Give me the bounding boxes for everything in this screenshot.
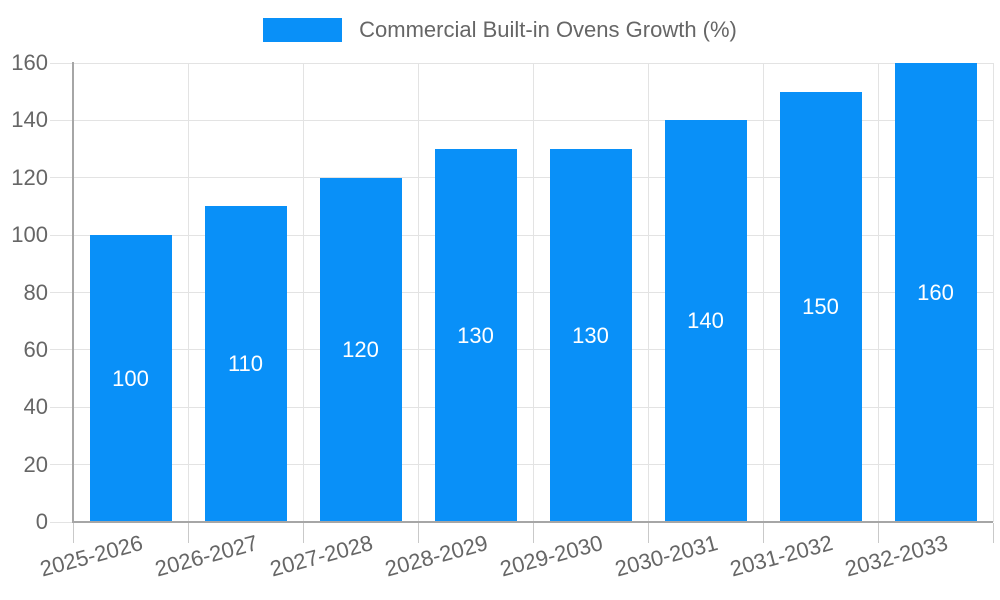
- y-gridline: [50, 234, 993, 236]
- x-gridline: [762, 63, 764, 522]
- x-category-label: 2028-2029: [382, 530, 491, 582]
- bar-value-label: 100: [112, 365, 149, 391]
- x-tick-mark: [417, 523, 419, 543]
- bar-value-label: 120: [342, 336, 379, 362]
- y-tick-label: 120: [11, 164, 48, 190]
- x-gridline: [417, 63, 419, 522]
- x-category-label: 2030-2031: [612, 530, 721, 582]
- y-tick-label: 160: [11, 50, 48, 75]
- y-tick-label: 100: [11, 222, 48, 248]
- x-tick-mark: [992, 523, 994, 543]
- y-tick-label: 60: [23, 336, 48, 362]
- legend-item[interactable]: Commercial Built-in Ovens Growth (%): [263, 17, 737, 43]
- y-tick-label: 0: [35, 509, 48, 534]
- bar-value-label: 160: [917, 279, 954, 305]
- x-gridline: [647, 63, 649, 522]
- x-gridline: [992, 63, 994, 522]
- bar[interactable]: [894, 63, 977, 522]
- bar-value-label: 130: [457, 322, 494, 348]
- y-tick-label: 140: [11, 107, 48, 133]
- legend: Commercial Built-in Ovens Growth (%): [0, 17, 1000, 43]
- x-category-label: 2027-2028: [267, 530, 376, 582]
- bar[interactable]: [664, 120, 747, 522]
- y-tick-label: 80: [23, 279, 48, 305]
- x-tick-mark: [302, 523, 304, 543]
- y-tick-label: 20: [23, 451, 48, 477]
- x-gridline: [877, 63, 879, 522]
- x-gridline: [302, 63, 304, 522]
- y-gridline: [50, 464, 993, 466]
- x-category-label: 2026-2027: [152, 530, 261, 582]
- x-tick-mark: [877, 523, 879, 543]
- x-gridline: [187, 63, 189, 522]
- y-gridline: [50, 349, 993, 351]
- bar-value-label: 110: [227, 351, 264, 377]
- bar[interactable]: [204, 206, 287, 522]
- legend-swatch-icon: [263, 18, 343, 42]
- x-tick-mark: [762, 523, 764, 543]
- x-tick-mark: [532, 523, 534, 543]
- y-gridline: [50, 177, 993, 179]
- x-category-label: 2031-2032: [727, 530, 836, 582]
- x-tick-mark: [647, 523, 649, 543]
- legend-label: Commercial Built-in Ovens Growth (%): [359, 17, 737, 42]
- y-tick-label: 40: [23, 394, 48, 420]
- bar[interactable]: [434, 149, 517, 522]
- x-category-label: 2029-2030: [497, 530, 606, 582]
- x-tick-mark: [187, 523, 189, 543]
- x-category-label: 2025-2026: [37, 530, 146, 582]
- y-gridline: [50, 292, 993, 293]
- y-gridline: [50, 62, 993, 64]
- y-gridline: [50, 406, 993, 408]
- bar-value-label: 140: [687, 308, 724, 334]
- y-axis-line: [72, 62, 74, 523]
- x-gridline: [532, 63, 534, 522]
- bar-value-label: 150: [802, 293, 839, 319]
- bar[interactable]: [319, 177, 402, 522]
- bar-value-label: 130: [572, 322, 609, 348]
- x-tick-mark: [72, 523, 74, 543]
- y-gridline: [50, 119, 993, 121]
- x-axis-line: [73, 521, 993, 523]
- x-category-label: 2032-2033: [842, 530, 951, 582]
- bar[interactable]: [549, 149, 632, 522]
- bar[interactable]: [89, 235, 172, 522]
- bar[interactable]: [779, 91, 862, 522]
